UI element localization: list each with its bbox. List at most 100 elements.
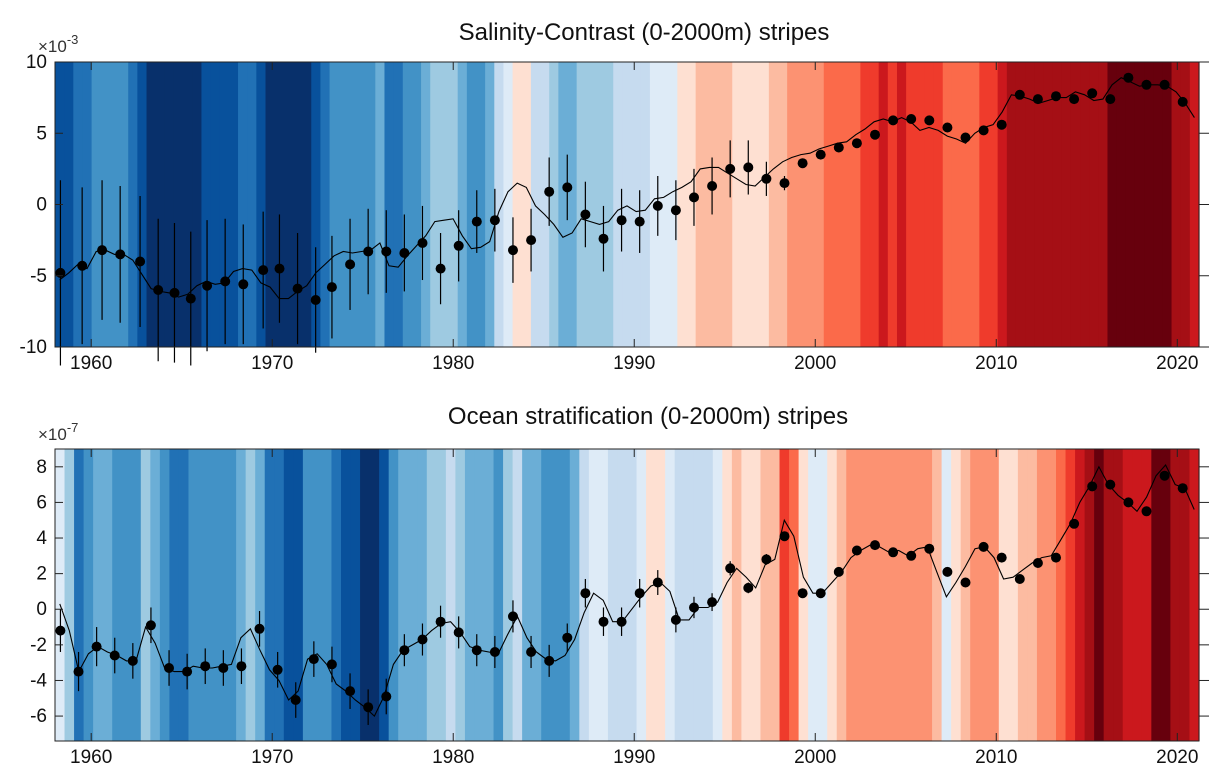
stripe [448,62,459,347]
x-tick-label: 1980 [432,353,474,374]
stripe [466,62,477,347]
stripe [292,62,303,347]
data-point [670,205,681,216]
data-point [779,178,790,189]
data-point [797,158,808,169]
stripe [1189,62,1200,347]
data-point [815,149,826,160]
data-point [471,216,482,227]
stripe [398,449,409,741]
stripe [588,449,599,741]
stripe [388,449,399,741]
stripe [219,62,230,347]
data-point [797,588,808,599]
stripe [375,62,386,347]
data-point [1177,96,1188,107]
stripe [402,62,413,347]
y-multiplier: ×10-7 [38,420,78,444]
color-stripes [55,449,1200,741]
stripe [750,449,762,741]
data-point [707,181,718,191]
data-point [135,256,146,267]
stripe [1132,449,1143,741]
stripe [1162,62,1173,347]
data-point [200,661,211,672]
stripe [1025,62,1035,347]
stripe [558,62,569,347]
data-point [274,263,285,274]
data-point [1105,479,1116,490]
stripe [855,449,866,741]
stripe [407,449,418,741]
stripe [768,62,779,347]
stripe [484,449,495,741]
data-point [1069,94,1080,105]
data-point [1141,79,1152,90]
data-point [254,623,265,634]
x-tick-label: 2020 [1156,353,1198,374]
stripe [164,62,175,347]
stripe [1125,62,1136,347]
stripe [759,62,770,347]
stripe [321,449,333,741]
stripe [302,62,312,347]
stripe [274,449,285,741]
stripe [302,449,313,741]
stripe [741,62,752,347]
stripe [455,449,466,741]
stripe [846,449,857,741]
data-point [164,663,174,673]
data-point [73,666,84,677]
stripe [686,62,697,347]
data-point [888,115,899,126]
stripe [436,449,447,741]
stripe [439,62,450,347]
stripe [989,449,1000,741]
data-point [292,283,303,294]
stripe [155,62,166,347]
data-point [310,295,321,305]
data-point [1051,91,1061,102]
stripe [913,449,924,741]
stripe [226,449,237,741]
annual-markers [55,470,1188,713]
stripe [293,449,304,741]
stripe [960,449,971,741]
stripe [379,449,390,741]
stripe [778,62,788,347]
stripe [723,62,733,347]
data-point [153,285,164,295]
data-point [489,647,500,657]
data-point [453,627,464,638]
data-point [996,119,1007,130]
stripe [1144,62,1154,347]
stripe [823,62,834,347]
y-tick-label: -6 [30,706,47,727]
stripe [256,62,267,347]
data-point [417,634,428,645]
data-point [689,602,699,613]
stripe [668,62,678,347]
data-point [290,695,301,705]
y-tick-label: -10 [20,337,47,358]
stripe [594,62,605,347]
data-point [363,702,374,713]
data-point [634,588,645,599]
stripe [665,449,676,741]
monthly-series-line [59,77,1195,300]
data-point [272,664,283,675]
data-point [598,616,609,627]
stripe [1141,449,1152,741]
stripe [712,449,723,741]
data-point [326,659,337,670]
y-multiplier-exponent: -3 [67,32,79,47]
stripe [613,62,624,347]
stripe [1084,449,1095,741]
stripe [1113,449,1124,741]
stripe [1094,449,1105,741]
data-point [185,293,196,304]
stripe [951,449,962,741]
stripe [445,449,456,741]
stripe [265,62,276,347]
stripe [922,449,933,741]
